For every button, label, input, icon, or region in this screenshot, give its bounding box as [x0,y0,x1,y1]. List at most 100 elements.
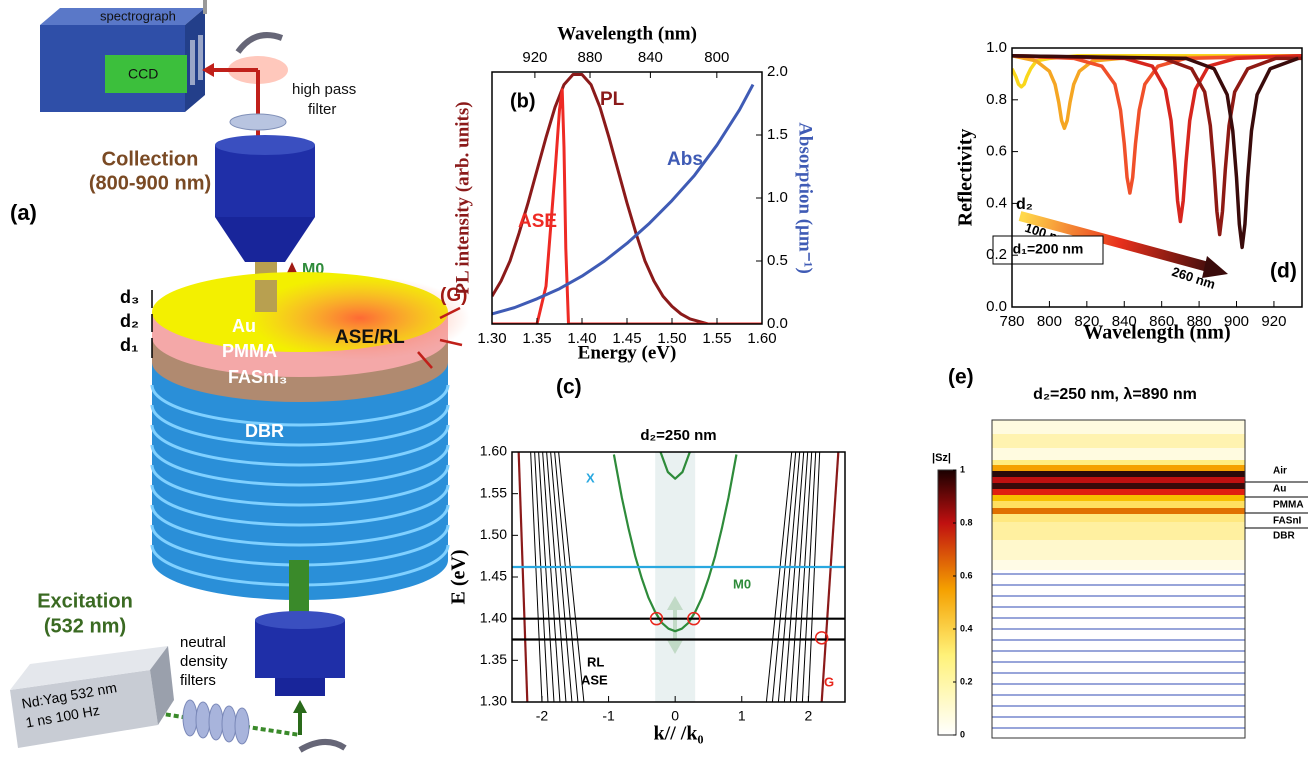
x-tick-label: 1.60 [747,330,776,347]
label: spectrograph [100,8,176,23]
x2-axis-label: Wavelength (nm) [557,23,697,44]
label: d₁ [120,335,138,355]
panel-label: (a) [10,200,37,225]
emission-rod [255,280,277,312]
label: PMMA [222,341,277,361]
d-annotations: d₂ 100 nm 260 nm d₁=200 nm [993,196,1228,292]
x-tick-label: 0 [671,708,679,724]
colorbar-tick-label: 0.2 [960,676,973,686]
y-tick-label: 0.0 [986,298,1007,315]
series-label: RL [587,654,604,669]
series-line [555,452,578,702]
label: Au [232,316,256,336]
series-line [519,452,528,702]
chart: 7808008208408608809009200.00.20.40.60.81… [955,39,1302,344]
series-label: X [586,470,595,485]
title: d₂=250 nm, λ=890 nm [1033,386,1197,403]
x-tick-label: 780 [999,313,1024,330]
series-line [778,452,799,702]
colorbar-tick-label: 0.4 [960,623,973,633]
page: spectrograph CCD high pass filter Collec… [0,0,1308,759]
x-tick-label: -1 [602,708,615,724]
figure: spectrograph CCD high pass filter Collec… [0,0,1308,759]
objective-top [255,611,345,629]
panel-label: (e) [948,366,974,389]
series-line [551,452,572,702]
arrow [293,700,307,713]
colorbar-tick-label: 0 [960,729,965,739]
objective-cone [215,217,315,262]
y-tick-label: 1.55 [480,484,507,500]
y-tick-label: 0.6 [986,143,1007,160]
x2-tick-label: 840 [638,49,663,66]
y2-axis-label: Absorption (μm⁻¹) [795,122,816,274]
mirror [300,742,345,750]
label: d₁=200 nm [1013,241,1084,257]
slit [198,35,203,80]
layer-label: Au [1273,484,1286,495]
y2-tick-label: 1.5 [767,126,788,143]
x-tick-label: 1.35 [522,330,551,347]
series-label: G [824,674,834,689]
x-axis-label: k// /k₀ [654,723,704,745]
slit [190,40,195,85]
label: (532 nm) [44,615,126,637]
y-tick-label: 1.45 [480,568,507,584]
colorbar [938,470,956,735]
x-tick-label: -2 [536,708,549,724]
layer-label: DBR [1273,531,1295,542]
label: neutral [180,634,226,651]
field-bands [992,420,1245,570]
y-tick-label: 1.50 [480,526,507,542]
y-tick-label: 1.0 [986,39,1007,56]
y-tick-label: 0.2 [986,246,1007,263]
setup-diagram: spectrograph CCD high pass filter Collec… [10,0,470,750]
series-line [772,452,795,702]
objective-top [215,135,315,155]
x-tick-label: 1.55 [702,330,731,347]
y-tick-label: 1.35 [480,651,507,667]
label: Collection [102,148,199,170]
shaded-region [655,452,695,702]
colorbar-tick-label: 0.8 [960,517,973,527]
x2-tick-label: 920 [522,49,547,66]
panel-label: (c) [556,376,582,399]
slit-post [203,0,207,14]
colorbar-label: |Sz| [932,452,951,464]
y-tick-label: 0.4 [986,194,1007,211]
chart: PLASEAbs1.301.351.401.451.501.551.609208… [452,23,815,363]
label: filter [308,101,336,118]
label: FASnI₃ [228,367,287,387]
label: Excitation [37,590,133,612]
x-axis-label: Energy (eV) [578,342,677,363]
series-line [822,452,839,702]
chart-title: d₂=250 nm [640,427,716,444]
layer-label: PMMA [1273,500,1304,511]
filter [230,114,286,130]
y2-tick-label: 1.0 [767,189,788,206]
series-label: M0 [733,576,751,591]
y-axis-label: PL intensity (arb. units) [452,101,473,294]
x-tick-label: 2 [804,708,812,724]
y-axis-label: E (eV) [448,550,470,605]
label: density [180,653,228,670]
y2-tick-label: 2.0 [767,63,788,80]
objective [215,145,315,217]
y2-tick-label: 0.0 [767,315,788,332]
label: d₃ [120,287,139,307]
x-axis-label: Wavelength (nm) [1083,322,1230,344]
y-tick-label: 1.30 [480,693,507,709]
x2-tick-label: 880 [578,49,603,66]
label: (800-900 nm) [89,172,211,194]
series-label: ASE [581,672,608,687]
x2-tick-label: 800 [704,49,729,66]
field-map: (e) d₂=250 nm, λ=890 nm |Sz| 10.80.60.40… [932,366,1308,740]
label: high pass [292,81,356,98]
y-tick-label: 0.8 [986,91,1007,108]
plot-area [512,452,845,702]
x-tick-label: 920 [1261,313,1286,330]
colorbar-tick-label: 1 [960,464,965,474]
pump-rod [289,560,309,615]
series-label: ASE [518,211,557,232]
